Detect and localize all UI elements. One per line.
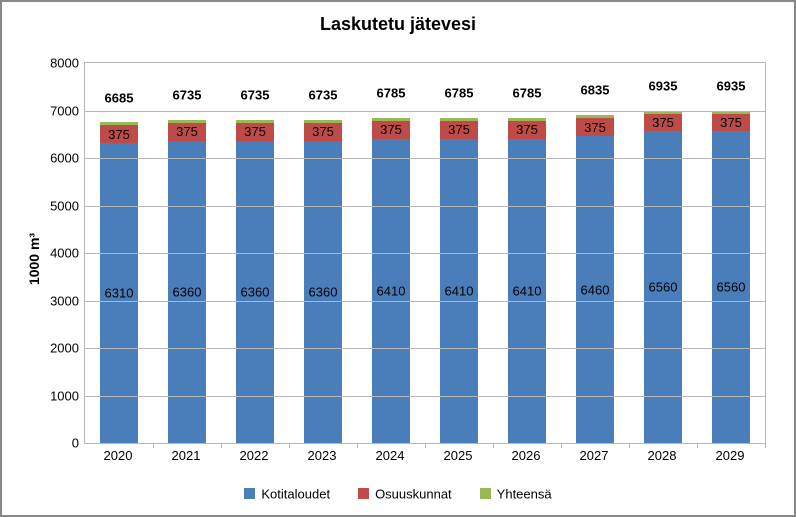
y-tick-label: 1000 <box>50 388 85 403</box>
y-tick-label: 3000 <box>50 293 85 308</box>
bar-value-label: 375 <box>652 115 674 130</box>
bar-total-marker <box>576 115 613 118</box>
bar-total-label: 6935 <box>717 78 746 93</box>
bar-value-label: 375 <box>312 125 334 140</box>
bar-value-label: 375 <box>108 127 130 142</box>
bar-total-label: 6735 <box>309 88 338 103</box>
bar-total-label: 6835 <box>581 83 610 98</box>
bar-value-label: 375 <box>448 122 470 137</box>
legend-swatch <box>244 488 255 499</box>
bar-total-label: 6935 <box>649 78 678 93</box>
x-axis: 2020 2021 2022 2023 2024 2025 2026 2027 2028 2029 <box>84 442 764 468</box>
bar-total-marker <box>168 120 205 123</box>
bar-value-label: 6310 <box>105 286 134 301</box>
bar-total-marker <box>100 122 137 125</box>
bar-total-label: 6785 <box>377 85 406 100</box>
x-tick-label: 2025 <box>444 448 473 463</box>
legend-label: Kotitaloudet <box>261 486 330 501</box>
y-tick-label: 4000 <box>50 246 85 261</box>
bar-total-marker <box>372 118 409 121</box>
grid-line <box>85 396 765 397</box>
y-tick-label: 5000 <box>50 198 85 213</box>
bar-total-label: 6785 <box>513 85 542 100</box>
grid-line <box>85 206 765 207</box>
x-tick-label: 2024 <box>376 448 405 463</box>
x-tick-label: 2021 <box>172 448 201 463</box>
bar-value-label: 6460 <box>581 282 610 297</box>
legend: Kotitaloudet Osuuskunnat Yhteensä <box>2 485 794 503</box>
bar-total-label: 6735 <box>241 88 270 103</box>
bar-value-label: 375 <box>584 120 606 135</box>
bar-value-label: 375 <box>176 125 198 140</box>
legend-label: Osuuskunnat <box>375 486 452 501</box>
legend-swatch <box>480 488 491 499</box>
x-tick-label: 2029 <box>716 448 745 463</box>
legend-item: Osuuskunnat <box>358 485 452 503</box>
bar-value-label: 375 <box>380 122 402 137</box>
bar-total-label: 6685 <box>105 90 134 105</box>
legend-swatch <box>358 488 369 499</box>
bar-value-label: 6410 <box>445 283 474 298</box>
bar-value-label: 6410 <box>377 283 406 298</box>
grid-line <box>85 158 765 159</box>
grid-line <box>85 111 765 112</box>
bar-total-label: 6785 <box>445 85 474 100</box>
y-tick-label: 2000 <box>50 341 85 356</box>
bar-value-label: 375 <box>516 122 538 137</box>
y-tick-label: 7000 <box>50 103 85 118</box>
y-tick-label: 6000 <box>50 151 85 166</box>
grid-line <box>85 253 765 254</box>
x-tick-label: 2022 <box>240 448 269 463</box>
y-axis-label: 1000 m³ <box>26 232 42 284</box>
bar-value-label: 6410 <box>513 283 542 298</box>
bar-total-marker <box>236 120 273 123</box>
bar-value-label: 6560 <box>649 280 678 295</box>
bar-value-label: 6560 <box>717 280 746 295</box>
chart-title: Laskutetu jätevesi <box>2 14 794 35</box>
bar-value-label: 375 <box>720 115 742 130</box>
x-tick-mark <box>765 443 766 448</box>
bar-value-label: 6360 <box>241 284 270 299</box>
bar-total-marker <box>508 118 545 121</box>
y-tick-label: 8000 <box>50 56 85 71</box>
bar-value-label: 6360 <box>173 284 202 299</box>
plot-area: 6310 375 6685 6360 375 6735 6360 375 6735 6360 375… <box>84 62 766 444</box>
legend-label: Yhteensä <box>497 486 552 501</box>
bar-total-label: 6735 <box>173 88 202 103</box>
bar-total-marker <box>440 118 477 121</box>
y-tick-label: 0 <box>72 436 85 451</box>
grid-line <box>85 348 765 349</box>
x-tick-label: 2023 <box>308 448 337 463</box>
legend-item: Kotitaloudet <box>244 485 330 503</box>
chart-frame: Laskutetu jätevesi 1000 m³ 6310375668563… <box>0 0 796 517</box>
bar-value-label: 375 <box>244 125 266 140</box>
x-tick-label: 2026 <box>512 448 541 463</box>
legend-item: Yhteensä <box>480 485 552 503</box>
x-tick-label: 2028 <box>648 448 677 463</box>
grid-line <box>85 301 765 302</box>
x-tick-label: 2027 <box>580 448 609 463</box>
bar-value-label: 6360 <box>309 284 338 299</box>
bar-total-marker <box>304 120 341 123</box>
x-tick-label: 2020 <box>104 448 133 463</box>
